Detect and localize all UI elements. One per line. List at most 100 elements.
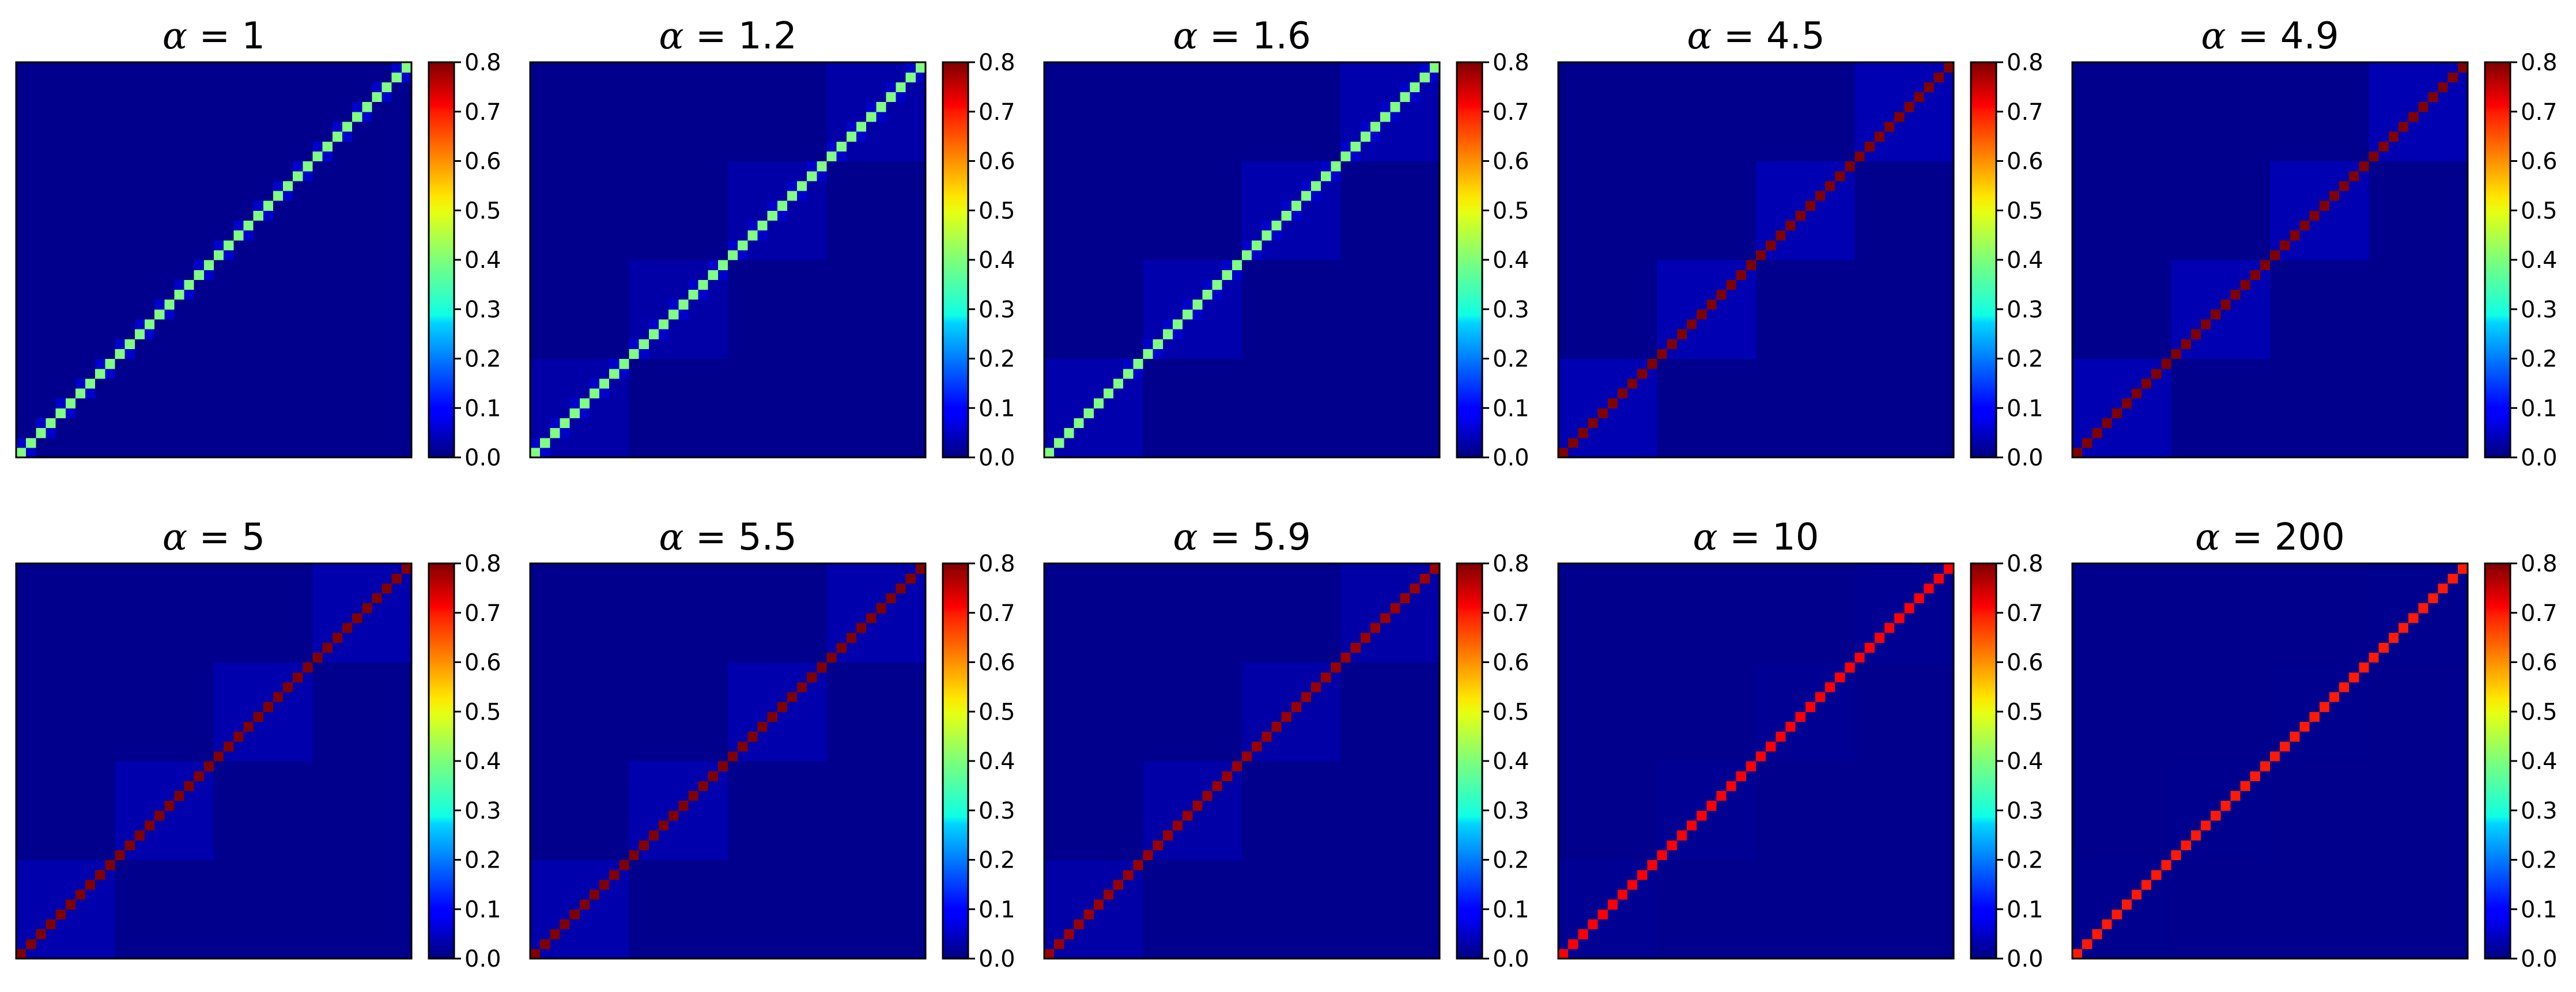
- heatmap-cell: [233, 220, 244, 230]
- heatmap-cell: [56, 171, 66, 181]
- heatmap-cell: [125, 181, 135, 191]
- heatmap-cell: [135, 388, 145, 399]
- heatmap-cell: [283, 300, 293, 310]
- heatmap-cell: [204, 408, 214, 418]
- heatmap-cell: [194, 72, 205, 82]
- heatmap-cell: [115, 339, 126, 349]
- heatmap-cell: [303, 141, 313, 152]
- heatmap-cell: [333, 62, 343, 73]
- heatmap-cell: [56, 112, 66, 122]
- heatmap-cell: [135, 369, 145, 379]
- heatmap-cell: [323, 200, 333, 211]
- heatmap-cell: [115, 72, 126, 82]
- heatmap-cell: [372, 329, 382, 339]
- heatmap-cell: [194, 220, 205, 230]
- heatmap-cell: [66, 131, 76, 142]
- heatmap-cell: [372, 161, 382, 172]
- heatmap-cell: [145, 62, 155, 73]
- heatmap-cell: [243, 131, 254, 142]
- heatmap-cell: [698, 428, 709, 438]
- heatmap-cell: [609, 319, 620, 330]
- heatmap-cell: [263, 388, 274, 399]
- heatmap-cell: [333, 319, 343, 330]
- heatmap-cell: [125, 289, 135, 300]
- heatmap-cell: [609, 378, 620, 389]
- heatmap-cell: [56, 141, 66, 152]
- heatmap-cell: [688, 438, 698, 448]
- heatmap-cell: [837, 300, 847, 310]
- heatmap-cell: [36, 270, 46, 280]
- heatmap-cell: [382, 398, 392, 408]
- heatmap-cell: [362, 72, 372, 82]
- heatmap-cell: [372, 339, 382, 349]
- heatmap-cell: [313, 141, 323, 152]
- heatmap-cell: [66, 438, 76, 448]
- heatmap-cell: [402, 141, 412, 152]
- heatmap-cell: [540, 388, 550, 399]
- heatmap-cell: [847, 388, 857, 399]
- heatmap-cell: [827, 428, 837, 438]
- heatmap-cell: [639, 300, 649, 310]
- heatmap-cell: [283, 388, 293, 399]
- heatmap-cell: [639, 349, 649, 359]
- heatmap-cell: [313, 191, 323, 201]
- heatmap-cell: [807, 329, 817, 339]
- heatmap-cell: [728, 359, 738, 369]
- heatmap-cell: [540, 378, 550, 389]
- heatmap-cell: [599, 448, 610, 458]
- heatmap-cell: [362, 398, 372, 408]
- heatmap-cell: [56, 131, 66, 142]
- heatmap-cell: [807, 428, 817, 438]
- heatmap-cell: [323, 408, 333, 418]
- heatmap-cell: [718, 339, 728, 349]
- heatmap-cell: [56, 270, 66, 280]
- heatmap-cell: [145, 428, 155, 438]
- heatmap-cell: [36, 230, 46, 241]
- heatmap-cell: [46, 438, 56, 448]
- heatmap-cell: [580, 359, 590, 369]
- heatmap-cell: [362, 408, 372, 418]
- heatmap-cell: [402, 359, 412, 369]
- heatmap-cell: [263, 270, 274, 280]
- heatmap-cell: [313, 408, 323, 418]
- heatmap-cell: [46, 378, 56, 389]
- heatmap-cell: [303, 418, 313, 428]
- heatmap-cell: [204, 161, 214, 172]
- heatmap-cell: [243, 369, 254, 379]
- heatmap-cell: [560, 339, 570, 349]
- heatmap-cell: [283, 438, 293, 448]
- heatmap-cell: [313, 270, 323, 280]
- heatmap-cell: [599, 359, 610, 369]
- heatmap-cell: [66, 122, 76, 132]
- heatmap-cell: [254, 279, 264, 290]
- heatmap-cell: [590, 309, 600, 320]
- heatmap-cell: [105, 359, 115, 369]
- heatmap-cell: [194, 279, 205, 290]
- heatmap-cell: [827, 388, 837, 399]
- heatmap-cell: [402, 300, 412, 310]
- heatmap-cell: [85, 279, 96, 290]
- heatmap-cell: [372, 220, 382, 230]
- heatmap-cell: [204, 418, 214, 428]
- heatmap-cell: [629, 349, 640, 359]
- heatmap-cell: [273, 62, 284, 73]
- heatmap-cell: [105, 300, 115, 310]
- heatmap-cell: [243, 171, 254, 181]
- heatmap-cell: [36, 92, 46, 102]
- heatmap-cell: [392, 309, 402, 320]
- heatmap-cell: [174, 378, 184, 389]
- heatmap-cell: [323, 210, 333, 221]
- colorbar-gradient: [429, 62, 454, 457]
- heatmap-cell: [283, 319, 293, 330]
- heatmap-cell: [540, 448, 550, 458]
- heatmap-cell: [26, 131, 36, 142]
- heatmap-cell: [768, 329, 778, 339]
- heatmap-cell: [768, 388, 778, 399]
- heatmap-cell: [678, 398, 689, 408]
- heatmap-cell: [738, 329, 748, 339]
- heatmap-cell: [214, 131, 224, 142]
- heatmap-cell: [125, 359, 135, 369]
- heatmap-cell: [95, 369, 105, 379]
- heatmap-cell: [530, 408, 541, 418]
- heatmap-cell: [392, 122, 402, 132]
